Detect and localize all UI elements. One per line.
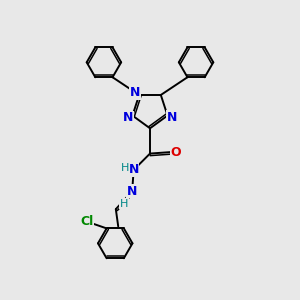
Text: H: H [121,163,130,172]
Text: N: N [167,111,177,124]
Text: N: N [128,164,139,176]
Text: N: N [127,185,137,198]
Text: H: H [120,199,128,209]
Text: N: N [123,111,133,124]
Text: N: N [130,86,140,99]
Text: Cl: Cl [80,215,93,228]
Text: O: O [170,146,181,159]
